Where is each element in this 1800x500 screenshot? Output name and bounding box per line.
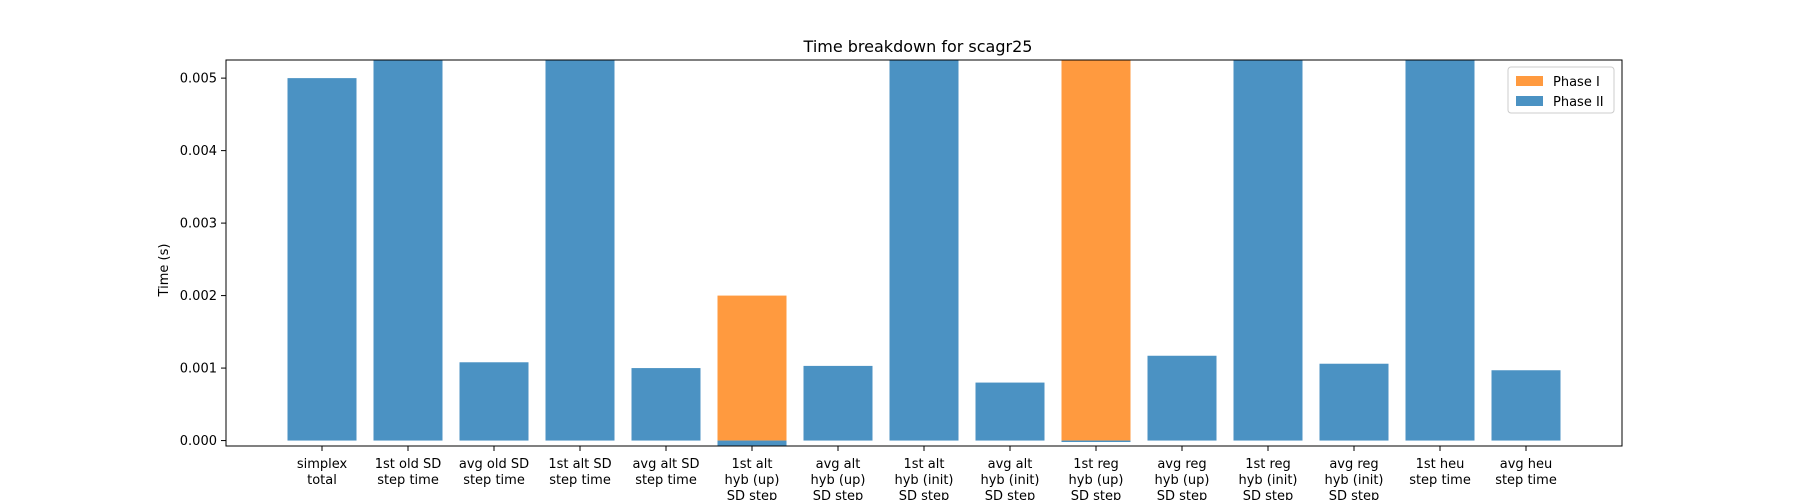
bar-phase-ii-10 <box>1147 355 1217 441</box>
x-tick-label: avg reg hyb (up) SD step <box>1155 457 1210 500</box>
x-ticks-group: simplex total 1st old SD step time avg old S… <box>297 446 1557 500</box>
bar-phase-ii-9 <box>1061 440 1131 443</box>
bar-phase-ii-0 <box>287 78 357 441</box>
bar-phase-ii-12 <box>1319 363 1389 441</box>
bar-phase-ii-1 <box>373 60 443 441</box>
chart-title: Time breakdown for scagr25 <box>803 37 1033 56</box>
bar-phase-ii-6 <box>803 365 873 441</box>
y-tick-label: 0.004 <box>180 144 217 159</box>
legend-label: Phase I <box>1553 75 1600 90</box>
x-tick-label: avg alt hyb (init) SD step <box>980 457 1039 500</box>
x-tick-label: avg old SD step time <box>459 457 529 488</box>
x-tick-label: avg heu step time <box>1495 457 1557 488</box>
bar-phase-ii-13 <box>1405 60 1475 441</box>
bar-phase-ii-3 <box>545 60 615 441</box>
bar-phase-ii-5 <box>717 440 787 446</box>
x-tick-label: avg alt hyb (up) SD step <box>811 457 866 500</box>
y-axis-label: Time (s) <box>157 244 172 298</box>
x-tick-label: 1st heu step time <box>1409 457 1471 488</box>
y-tick-label: 0.002 <box>180 289 217 304</box>
bar-phase-ii-11 <box>1233 60 1303 441</box>
y-ticks-group: 0.000 0.001 0.002 0.003 0.004 0.005 <box>180 72 226 449</box>
bars-group <box>287 60 1561 446</box>
legend: Phase I Phase II <box>1507 66 1615 114</box>
bar-phase-ii-4 <box>631 368 701 441</box>
x-tick-label: avg reg hyb (init) SD step <box>1324 457 1383 500</box>
bar-phase-i-9 <box>1061 60 1131 441</box>
x-tick-label: avg alt SD step time <box>632 457 699 488</box>
bar-phase-i-5 <box>717 295 787 441</box>
x-tick-label: simplex total <box>297 457 348 488</box>
bar-phase-ii-8 <box>975 382 1045 441</box>
x-tick-label: 1st alt hyb (init) SD step <box>894 457 953 500</box>
bar-phase-ii-7 <box>889 60 959 441</box>
bar-phase-ii-14 <box>1491 370 1561 441</box>
x-tick-label: 1st alt hyb (up) SD step <box>725 457 780 500</box>
x-tick-label: 1st reg hyb (up) SD step <box>1069 457 1124 500</box>
legend-swatch <box>1516 96 1543 106</box>
legend-label: Phase II <box>1553 95 1604 110</box>
x-tick-label: 1st old SD step time <box>375 457 442 488</box>
x-tick-label: 1st reg hyb (init) SD step <box>1238 457 1297 500</box>
y-tick-label: 0.000 <box>180 434 217 449</box>
y-tick-label: 0.005 <box>180 72 217 87</box>
y-tick-label: 0.001 <box>180 362 217 377</box>
x-tick-label: 1st alt SD step time <box>548 457 611 488</box>
bar-phase-ii-2 <box>459 362 529 441</box>
y-tick-label: 0.003 <box>180 217 217 232</box>
legend-swatch <box>1516 76 1543 86</box>
plot-frame <box>225 59 1623 447</box>
